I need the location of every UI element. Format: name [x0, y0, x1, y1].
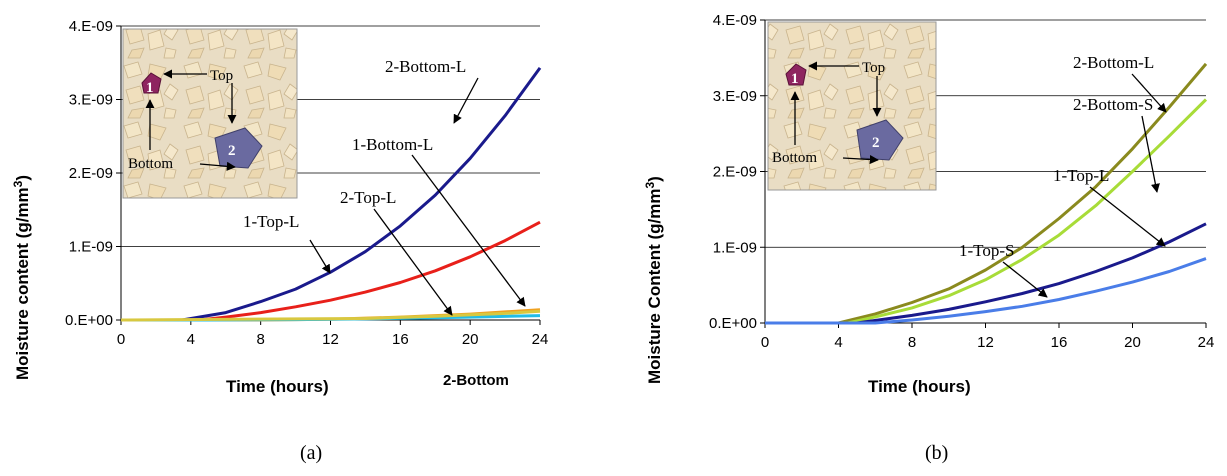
panel-b-caption: (b)	[925, 442, 948, 464]
series-line-2-bottom	[120, 309, 541, 322]
series-line-1-top-s	[765, 257, 1207, 325]
annot-1-top-l: 1-Top-L	[243, 212, 299, 231]
inset-top-label: Top	[210, 68, 233, 84]
particle-1-label: 1	[791, 71, 799, 87]
particle-2-shape	[856, 119, 904, 161]
x-tick-label: 12	[977, 334, 994, 351]
series-line-1-top-l	[765, 222, 1207, 325]
x-tick-label: 0	[761, 334, 769, 351]
panel-a-inset: 1 2 Top Bottom	[122, 28, 298, 199]
panel-a-series	[120, 67, 542, 322]
panel-a-y-axis-label: Moisture content (g/mm3)	[11, 175, 32, 380]
panel-b-x-axis-label: Time (hours)	[868, 377, 971, 396]
x-tick-label: 20	[1124, 334, 1141, 351]
y-tick-label: 0.E+00	[709, 315, 757, 332]
x-tick-label: 12	[322, 331, 339, 348]
panel-b: 0.E+001.E-092.E-093.E-094.E-09 0 4 8 12 16 20…	[643, 12, 1214, 464]
inset-top-label: Top	[862, 60, 885, 76]
y-tick-label: 1.E-09	[713, 239, 757, 256]
y-tick-label: 2.E-09	[69, 165, 113, 182]
particle-1-shape	[141, 72, 162, 94]
panel-b-series	[765, 62, 1208, 325]
panel-b-inset: 1 2 Top Bottom	[767, 21, 937, 191]
y-tick-label: 2.E-09	[713, 164, 757, 181]
x-tick-label: 8	[908, 334, 916, 351]
panel-a-y-tick-labels: 0.E+00 1.E-09 2.E-09 3.E-09 4.E-09	[65, 18, 121, 329]
panel-a-x-tick-labels: 0 4 8 12 16 20 24	[117, 320, 549, 348]
panel-a-caption: (a)	[300, 442, 322, 464]
inset-bottom-label: Bottom	[772, 150, 817, 166]
x-tick-label: 16	[1051, 334, 1068, 351]
y-tick-label: 3.E-09	[713, 88, 757, 105]
panel-b-annotations: 2-Bottom-L 2-Bottom-S 1-Top-L 1-Top-S	[959, 53, 1167, 298]
x-tick-label: 24	[1198, 334, 1215, 351]
x-tick-label: 8	[256, 331, 264, 348]
y-tick-label: 4.E-09	[69, 18, 113, 35]
panel-b-y-axis-label: Moisture Content (g/mm3)	[643, 176, 664, 384]
inset-bottom-label: Bottom	[128, 156, 173, 172]
x-tick-label: 16	[392, 331, 409, 348]
x-tick-label: 20	[462, 331, 479, 348]
series-line-2-bottom-l	[121, 67, 542, 322]
annot-1-bottom-l: 1-Bottom-L	[352, 135, 433, 154]
series-line-2-bottom-s	[765, 98, 1208, 325]
y-tick-label: 4.E-09	[713, 12, 757, 29]
annot-2-bottom: 2-Bottom	[443, 372, 509, 389]
y-tick-label: 3.E-09	[69, 92, 113, 109]
annot-2-top-l: 2-Top-L	[340, 188, 396, 207]
annot-b-1-top-l: 1-Top-L	[1053, 166, 1109, 185]
particle-1-label: 1	[146, 80, 154, 96]
panel-b-y-tick-labels: 0.E+00 1.E-09 2.E-09 3.E-09 4.E-09	[709, 12, 765, 332]
y-tick-label: 0.E+00	[65, 312, 113, 329]
panel-a-annotations: 2-Bottom-L 1-Bottom-L 2-Top-L 1-Top-L 2-…	[243, 57, 526, 389]
particle-2-label: 2	[872, 135, 880, 151]
particle-2-label: 2	[228, 143, 236, 159]
annot-2-bottom-l: 2-Bottom-L	[385, 57, 466, 76]
series-line-1-top-l	[121, 220, 541, 322]
panel-b-x-tick-labels: 0 4 8 12 16 20 24	[761, 323, 1215, 351]
x-tick-label: 0	[117, 331, 125, 348]
x-tick-label: 4	[834, 334, 842, 351]
annot-b-1-top-s: 1-Top-S	[959, 241, 1014, 260]
series-line-2-bottom-l	[765, 62, 1208, 325]
annot-b-2-bottom-l: 2-Bottom-L	[1073, 53, 1154, 72]
particle-1-shape	[785, 63, 807, 86]
x-tick-label: 24	[532, 331, 549, 348]
panel-a: 0.E+001.E-092.E-093.E-094.E-09 0 4 8 12 16 20…	[11, 18, 548, 464]
y-tick-label: 1.E-09	[69, 239, 113, 256]
x-tick-label: 4	[187, 331, 195, 348]
panel-a-x-axis-label: Time (hours)	[226, 377, 329, 396]
particle-2-shape	[214, 127, 263, 169]
annot-b-2-bottom-s: 2-Bottom-S	[1073, 95, 1153, 114]
